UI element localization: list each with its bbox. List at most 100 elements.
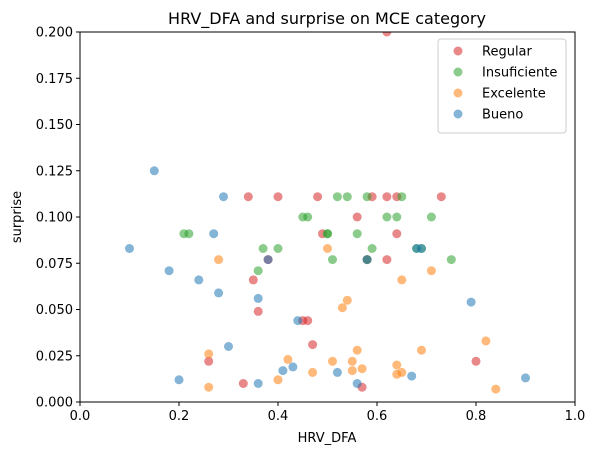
point-insuficiente-19 <box>328 255 337 265</box>
x-tick-label: 0.4 <box>268 409 289 424</box>
point-insuficiente-13 <box>352 229 362 239</box>
y-tick-label: 0.150 <box>36 118 73 133</box>
point-regular-18 <box>308 340 318 350</box>
point-regular-13 <box>382 255 392 265</box>
point-excelente-7 <box>417 345 426 355</box>
y-tick-label: 0.175 <box>36 72 73 87</box>
point-bueno-16 <box>278 366 288 376</box>
point-bueno-13 <box>293 316 303 326</box>
point-bueno-11 <box>253 293 263 303</box>
point-excelente-14 <box>347 366 357 376</box>
point-bueno-17 <box>332 367 342 377</box>
point-regular-19 <box>204 356 214 366</box>
point-bueno-10 <box>214 288 224 298</box>
point-insuficiente-1 <box>342 192 352 202</box>
legend-marker-regular <box>453 46 463 56</box>
point-insuficiente-0 <box>332 192 342 202</box>
point-regular-17 <box>303 316 313 326</box>
x-tick-label: 0.0 <box>70 409 91 424</box>
point-regular-14 <box>248 275 258 285</box>
legend: Regular Insuficiente Excelente Bueno <box>437 38 567 134</box>
point-excelente-15 <box>357 364 367 374</box>
point-bueno-22 <box>352 379 362 388</box>
point-bueno-14 <box>224 342 233 351</box>
point-excelente-9 <box>204 349 214 359</box>
point-bueno-7 <box>362 255 372 265</box>
y-tick-label: 0.025 <box>36 349 73 364</box>
y-tick-label: 0.125 <box>36 164 73 179</box>
x-tick-label: 1.0 <box>565 409 586 424</box>
point-bueno-9 <box>194 275 204 285</box>
point-regular-15 <box>253 306 263 316</box>
point-insuficiente-6 <box>382 212 392 222</box>
y-tick-label: 0.075 <box>36 257 73 272</box>
point-excelente-5 <box>337 303 347 313</box>
y-tick-label: 0.000 <box>36 396 73 411</box>
legend-marker-insuficiente <box>453 67 463 77</box>
y-tick-label: 0.100 <box>36 211 73 226</box>
plot-points <box>125 32 530 394</box>
point-excelente-3 <box>397 275 407 285</box>
point-insuficiente-14 <box>258 244 268 253</box>
x-tick-label: 0.8 <box>466 409 487 424</box>
legend-marker-excelente <box>453 88 463 98</box>
point-bueno-6 <box>263 255 273 265</box>
point-excelente-18 <box>397 367 407 377</box>
point-bueno-21 <box>253 379 263 388</box>
point-bueno-15 <box>288 362 298 372</box>
point-bueno-2 <box>125 244 134 253</box>
legend-label-excelente: Excelente <box>482 87 546 102</box>
point-bueno-19 <box>521 373 530 383</box>
point-excelente-0 <box>323 244 332 253</box>
point-regular-7 <box>436 192 446 202</box>
point-excelente-12 <box>347 356 357 366</box>
point-excelente-20 <box>204 382 214 392</box>
x-axis: 0.0 0.2 0.4 0.6 0.8 1.0 <box>70 402 586 424</box>
point-excelente-11 <box>328 356 337 366</box>
point-regular-2 <box>273 192 283 202</box>
point-regular-20 <box>471 356 481 366</box>
point-regular-0 <box>382 32 392 37</box>
point-insuficiente-21 <box>446 255 456 265</box>
x-tick-label: 0.2 <box>169 409 190 424</box>
point-bueno-20 <box>174 375 184 385</box>
point-insuficiente-3 <box>397 192 407 202</box>
point-insuficiente-5 <box>303 212 313 222</box>
point-excelente-10 <box>283 354 293 364</box>
point-insuficiente-16 <box>367 244 377 253</box>
legend-label-insuficiente: Insuficiente <box>482 66 557 81</box>
point-excelente-4 <box>342 295 352 305</box>
point-excelente-19 <box>273 375 283 385</box>
point-regular-5 <box>382 192 392 202</box>
point-bueno-18 <box>407 371 417 381</box>
point-bueno-12 <box>466 297 476 307</box>
point-insuficiente-7 <box>392 212 402 222</box>
point-excelente-6 <box>481 336 491 346</box>
legend-box <box>437 38 567 134</box>
point-excelente-13 <box>392 360 402 370</box>
point-bueno-8 <box>164 266 174 276</box>
y-tick-label: 0.200 <box>36 26 73 41</box>
point-excelente-16 <box>308 367 318 377</box>
point-excelente-1 <box>214 255 224 265</box>
y-tick-label: 0.050 <box>36 303 73 318</box>
point-insuficiente-12 <box>323 229 332 239</box>
legend-marker-bueno <box>453 109 463 119</box>
x-tick-label: 0.6 <box>367 409 388 424</box>
point-insuficiente-22 <box>253 266 263 276</box>
legend-label-bueno: Bueno <box>482 108 523 123</box>
y-axis-label: surprise <box>10 191 25 243</box>
chart-title: HRV_DFA and surprise on MCE category <box>168 9 486 29</box>
point-insuficiente-10 <box>184 229 194 239</box>
point-bueno-0 <box>149 166 159 176</box>
x-axis-label: HRV_DFA <box>298 431 357 446</box>
point-bueno-1 <box>219 192 228 202</box>
point-bueno-3 <box>209 229 219 239</box>
point-excelente-8 <box>352 345 362 355</box>
point-regular-10 <box>392 229 402 239</box>
point-regular-3 <box>313 192 323 202</box>
point-insuficiente-15 <box>273 244 283 253</box>
point-bueno-5 <box>417 244 426 253</box>
point-insuficiente-2 <box>362 192 372 202</box>
